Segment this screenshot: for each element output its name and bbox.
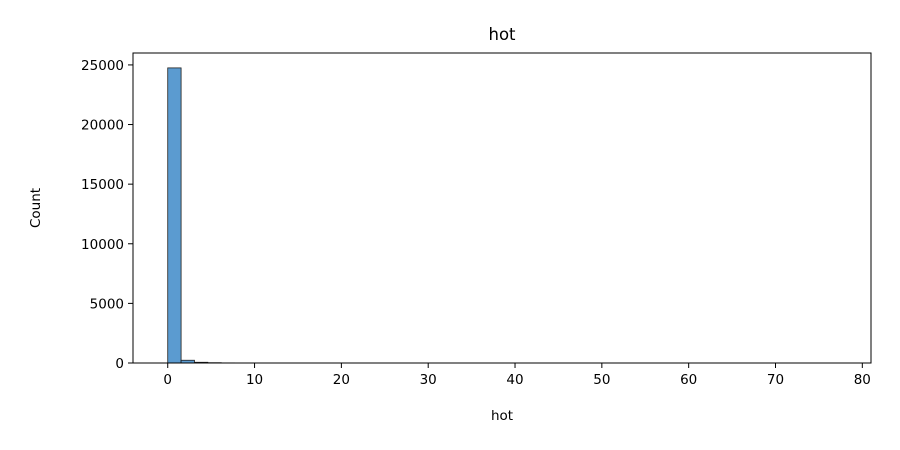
y-axis-label: Count	[28, 188, 44, 228]
x-tick-label: 30	[420, 372, 437, 388]
histogram-bar	[167, 67, 182, 364]
y-tick-label: 5000	[90, 296, 124, 312]
x-tick-label: 50	[593, 372, 610, 388]
plot-frame	[132, 52, 872, 364]
y-tick-label: 0	[115, 356, 124, 372]
bars-group	[167, 67, 837, 364]
y-tick-label: 25000	[81, 58, 124, 74]
y-tick-label: 10000	[81, 237, 124, 253]
x-tick-label: 0	[163, 372, 172, 388]
x-tick-label: 40	[506, 372, 523, 388]
y-tick-label: 20000	[81, 118, 124, 134]
x-axis: 0 10 20 30 40 50 60 70 80	[163, 363, 871, 388]
x-tick-label: 70	[767, 372, 784, 388]
y-tick-label: 15000	[81, 177, 124, 193]
x-tick-label: 80	[854, 372, 871, 388]
x-axis-label: hot	[491, 408, 513, 424]
y-axis: 0 5000 10000 15000 20000 25000	[81, 58, 133, 372]
x-tick-label: 60	[680, 372, 697, 388]
x-tick-label: 10	[246, 372, 263, 388]
chart-title: hot	[488, 25, 516, 44]
x-tick-label: 20	[333, 372, 350, 388]
